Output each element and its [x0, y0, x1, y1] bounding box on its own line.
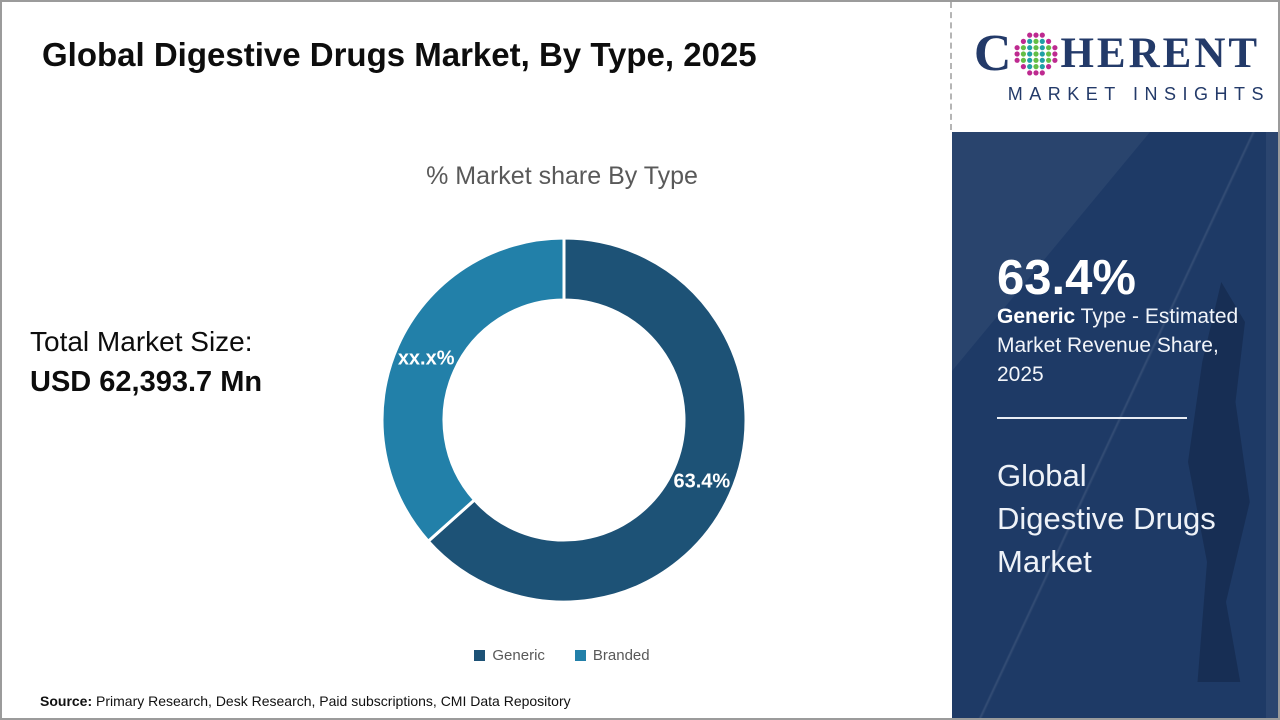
brand-logo-wordmark: C HERENT — [973, 24, 1261, 82]
globe-dot — [1033, 38, 1040, 44]
globe-dot — [1046, 50, 1052, 57]
source-line: Source: Primary Research, Desk Research,… — [40, 693, 571, 709]
globe-dot — [1027, 50, 1033, 57]
legend-label: Branded — [592, 647, 650, 664]
globe-dot — [1021, 44, 1027, 50]
globe-dot — [1014, 57, 1021, 63]
dot-globe-icon — [1014, 32, 1058, 75]
sidebar-report-title-line: Market — [997, 544, 1092, 579]
globe-dot — [1027, 44, 1033, 50]
sidebar-report-title-line: Digestive Drugs — [997, 501, 1216, 536]
total-market-size-label: Total Market Size: — [30, 326, 253, 357]
sidebar-report-title-line: Global — [997, 458, 1087, 493]
globe-dot — [1040, 44, 1046, 50]
brand-logo: C HERENT MARKET INSIGHTS — [950, 2, 1278, 130]
total-market-size-value: USD 62,393.7 Mn — [30, 366, 263, 398]
page-title: Global Digestive Drugs Market, By Type, … — [42, 36, 757, 73]
globe-dot — [1033, 50, 1040, 57]
donut-segment-branded — [380, 236, 566, 544]
globe-dot — [1021, 38, 1027, 44]
donut-segment-label: 63.4% — [673, 471, 730, 493]
globe-dot — [1033, 63, 1040, 69]
sidebar-stat-description-rest: Type - Estimated Market Revenue Share, 2… — [997, 305, 1239, 386]
chart-title: % Market share By Type — [426, 162, 698, 190]
globe-dot — [1027, 63, 1033, 69]
sidebar-stat-value: 63.4% — [997, 251, 1136, 305]
globe-dot — [1040, 32, 1046, 38]
globe-dot — [1014, 50, 1021, 57]
chart-legend: Generic Branded — [172, 647, 952, 664]
total-market-size: Total Market Size: USD 62,393.7 Mn — [30, 322, 262, 402]
legend-item-generic: Generic — [474, 647, 545, 664]
logo-subtitle: MARKET INSIGHTS — [1007, 83, 1270, 104]
sidebar-divider — [997, 417, 1187, 419]
globe-dot — [1046, 57, 1052, 63]
sidebar-report-title: Global Digestive Drugs Market — [997, 454, 1216, 583]
globe-dot — [1014, 44, 1021, 50]
globe-dot — [1021, 63, 1027, 69]
globe-dot — [1040, 57, 1046, 63]
globe-dot — [1046, 44, 1052, 50]
logo-letter-c: C — [973, 24, 1012, 82]
globe-dot — [1052, 50, 1058, 57]
legend-swatch — [574, 650, 586, 661]
globe-dot — [1021, 57, 1027, 63]
sidebar-edge-highlight — [1266, 132, 1278, 718]
donut-segment-label: xx.x% — [398, 347, 455, 369]
source-label: Source: — [40, 693, 93, 709]
sidebar-diagonal-texture — [952, 132, 1278, 718]
globe-dot — [1033, 69, 1040, 75]
globe-dot — [1040, 38, 1046, 44]
globe-dot — [1046, 63, 1052, 69]
donut-chart: 63.4% xx.x% — [380, 236, 748, 604]
globe-dot — [1040, 50, 1046, 57]
globe-dot — [1040, 69, 1046, 75]
sidebar-stat-description: Generic Type - Estimated Market Revenue … — [997, 302, 1252, 389]
globe-dot — [1040, 63, 1046, 69]
globe-dot — [1027, 38, 1033, 44]
globe-dot — [1052, 57, 1058, 63]
legend-label: Generic — [492, 647, 545, 664]
globe-dot — [1027, 32, 1033, 38]
globe-dot — [1033, 57, 1040, 63]
sidebar-stat-description-bold: Generic — [997, 305, 1076, 328]
globe-dot — [1027, 69, 1033, 75]
legend-swatch — [474, 650, 486, 661]
legend-item-branded: Branded — [574, 647, 650, 664]
source-text: Primary Research, Desk Research, Paid su… — [92, 693, 571, 709]
donut-segment-generic — [426, 236, 748, 604]
globe-dot — [1052, 44, 1058, 50]
globe-dot — [1046, 38, 1052, 44]
globe-dot — [1027, 57, 1033, 63]
sidebar: 63.4% Generic Type - Estimated Market Re… — [952, 132, 1278, 718]
globe-dot — [1033, 32, 1040, 38]
logo-letters-rest: HERENT — [1060, 30, 1261, 77]
globe-dot — [1021, 50, 1027, 57]
globe-dot — [1033, 44, 1040, 50]
